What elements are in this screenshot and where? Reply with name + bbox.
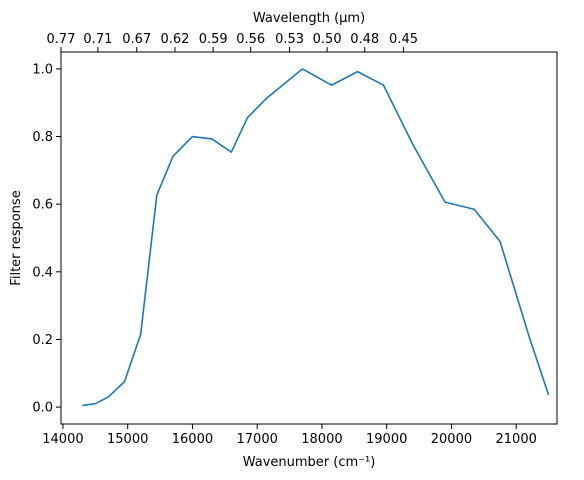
- y-tick-label: 0.4: [32, 265, 53, 280]
- top-tick-label: 0.67: [122, 32, 151, 47]
- x-tick-label: 20000: [431, 432, 472, 447]
- y-tick-label: 0.0: [32, 401, 53, 416]
- series-line: [82, 68, 550, 407]
- top-tick-label: 0.48: [350, 32, 379, 47]
- top-tick-label: 0.77: [47, 32, 76, 47]
- x-tick-label: 16000: [172, 432, 213, 447]
- series-layer: [82, 68, 550, 407]
- x-tick-label: 14000: [42, 432, 83, 447]
- ticks-layer: 14000 15000 16000 17000 18000 19000 20000 21000…: [32, 32, 537, 447]
- x-tick-label: 18000: [301, 432, 342, 447]
- x-axis-title: Wavenumber (cm⁻¹): [243, 455, 376, 470]
- plot-frame: [60, 51, 558, 425]
- top-tick-label: 0.50: [313, 32, 342, 47]
- top-tick-label: 0.56: [236, 32, 265, 47]
- y-tick-label: 0.2: [32, 333, 53, 348]
- y-axis-title: Filter response: [9, 190, 24, 285]
- top-tick-label: 0.53: [275, 32, 304, 47]
- y-tick-label: 0.8: [32, 130, 53, 145]
- top-tick-label: 0.59: [199, 32, 228, 47]
- x-tick-label: 15000: [107, 432, 148, 447]
- x-tick-label: 19000: [366, 432, 407, 447]
- top-tick-label: 0.62: [160, 32, 189, 47]
- top-tick-label: 0.71: [83, 32, 112, 47]
- y-tick-label: 0.6: [32, 198, 53, 213]
- plot-area: [61, 52, 557, 424]
- top-tick-label: 0.45: [389, 32, 418, 47]
- top-axis-title: Wavelength (μm): [253, 11, 365, 26]
- x-tick-label: 21000: [496, 432, 537, 447]
- y-tick-label: 1.0: [32, 62, 53, 77]
- x-tick-label: 17000: [237, 432, 278, 447]
